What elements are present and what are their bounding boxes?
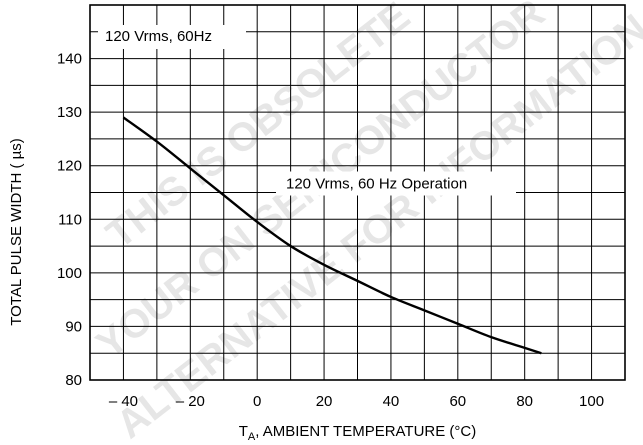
curve-annotation-background	[276, 171, 516, 196]
y-tick-label: 140	[57, 51, 82, 68]
y-tick-label: 130	[57, 104, 82, 121]
curve-annotation-label: 120 Vrms, 60 Hz Operation	[286, 176, 467, 193]
y-tick-labels: 80 90 100 110 120 130 140	[57, 51, 82, 389]
x-tick-label: 100	[579, 393, 604, 410]
y-tick-label: 110	[58, 211, 82, 228]
x-axis-label-subscript: A	[248, 431, 256, 443]
x-tick-label: 60	[449, 393, 466, 410]
x-axis-label-symbol: T	[239, 423, 248, 440]
x-tick-label: – 20	[176, 393, 205, 410]
pulse-width-curve	[122, 116, 542, 355]
legend-box-background	[98, 25, 246, 49]
y-axis-label: TOTAL PULSE WIDTH ( µs)	[8, 138, 25, 326]
legend-box: 120 Vrms, 60Hz	[98, 25, 246, 49]
plot-frame	[89, 4, 626, 381]
x-tick-label: 0	[253, 393, 261, 410]
y-tick-label: 90	[65, 318, 82, 335]
curve-annotation: 120 Vrms, 60 Hz Operation	[276, 171, 516, 196]
x-tick-labels: – 40 – 20 0 20 40 60 80 100	[109, 393, 604, 410]
y-tick-label: 120	[57, 158, 82, 175]
y-tick-label: 100	[57, 265, 82, 282]
x-tick-label: – 40	[109, 393, 138, 410]
x-tick-label: 40	[383, 393, 400, 410]
x-axis-label-text: , AMBIENT TEMPERATURE (°C)	[255, 423, 476, 440]
watermark: THIS IS OBSOLETE YOUR ON SEMICONDUCTOR A…	[88, 0, 643, 445]
y-tick-label: 80	[65, 372, 82, 389]
watermark-line-3: ALTERNATIVE FOR INFORMATION	[108, 6, 643, 445]
x-tick-label: 20	[316, 393, 333, 410]
legend-box-label: 120 Vrms, 60Hz	[105, 28, 212, 45]
x-axis-label: TA, AMBIENT TEMPERATURE (°C)	[239, 423, 477, 443]
x-tick-label: 80	[516, 393, 533, 410]
